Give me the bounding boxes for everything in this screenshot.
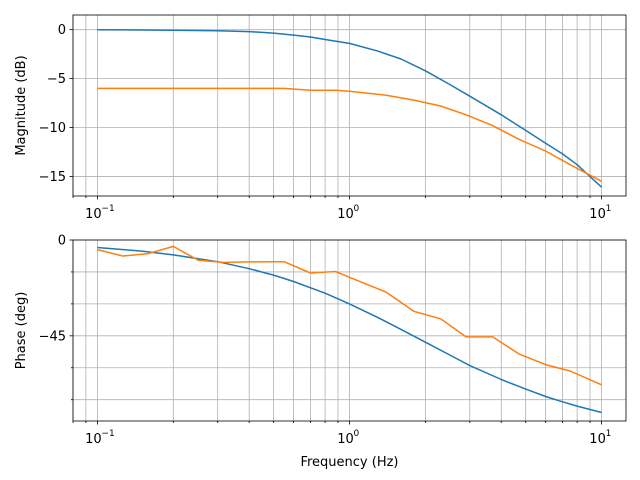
series-group xyxy=(97,28,603,188)
x-tick-label: 10 xyxy=(337,207,354,222)
x-tick-exponent: −1 xyxy=(101,429,114,439)
x-tick-label: 10 xyxy=(85,207,102,222)
series-group xyxy=(97,245,602,414)
axes-frame xyxy=(72,14,627,197)
axes-frame xyxy=(72,239,627,422)
y-tick-label: −45 xyxy=(39,329,66,344)
x-tick-label: 10 xyxy=(337,432,354,447)
x-tick-exponent: 1 xyxy=(606,204,612,214)
series-line-model xyxy=(97,28,603,188)
series-line-measured xyxy=(97,245,602,386)
x-tick-label: 10 xyxy=(589,432,606,447)
y-axis-label: Magnitude (dB) xyxy=(14,55,29,155)
x-tick-exponent: 0 xyxy=(354,429,360,439)
y-tick-label: 0 xyxy=(58,23,66,38)
x-axis-label: Frequency (Hz) xyxy=(300,455,398,470)
x-tick-exponent: −1 xyxy=(101,204,114,214)
x-tick-label: 10 xyxy=(85,432,102,447)
x-tick-exponent: 0 xyxy=(354,204,360,214)
y-tick-label: −15 xyxy=(39,170,66,185)
x-tick-exponent: 1 xyxy=(606,429,612,439)
y-axis-label: Phase (deg) xyxy=(14,292,29,370)
y-tick-label: −5 xyxy=(47,72,66,87)
y-tick-label: 0 xyxy=(58,234,66,249)
series-line-measured xyxy=(97,87,602,182)
x-tick-label: 10 xyxy=(589,207,606,222)
y-tick-label: −10 xyxy=(39,121,66,136)
